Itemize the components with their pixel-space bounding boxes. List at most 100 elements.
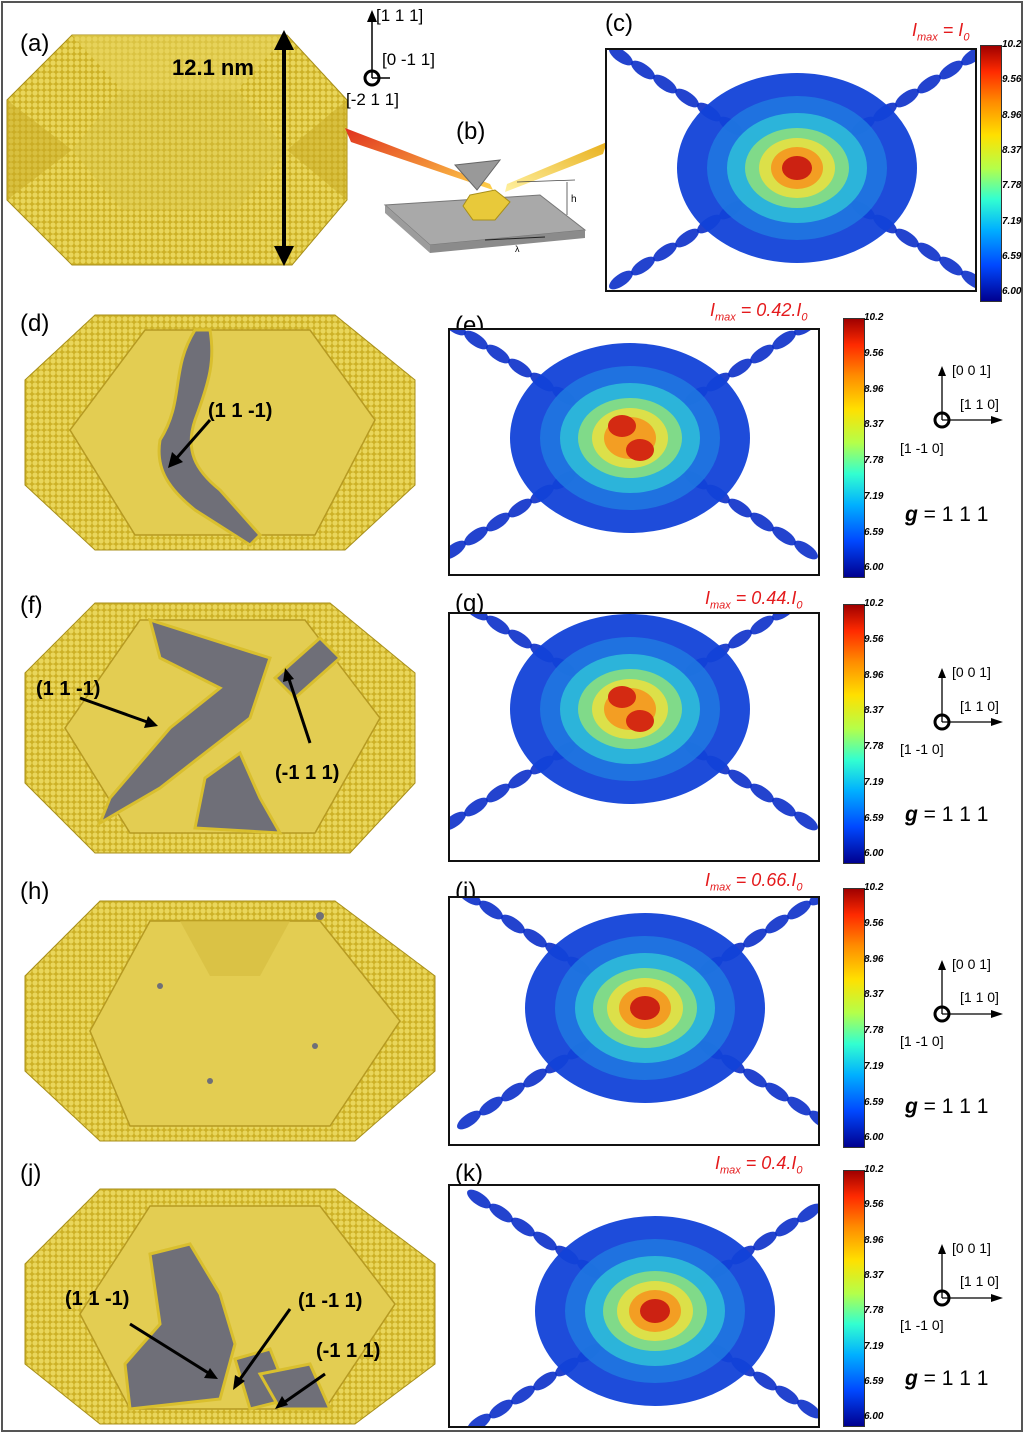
- axis-right-g: [1 1 0]: [960, 698, 999, 714]
- dimension-label: 12.1 nm: [172, 55, 254, 80]
- axis-out-g: [1 -1 0]: [900, 741, 944, 757]
- axis-out-e: [1 -1 0]: [900, 440, 944, 456]
- colorbar-tick: 6.59: [864, 812, 884, 824]
- colorbar-tick: 8.37: [864, 705, 884, 717]
- colorbar-tick: 7.19: [864, 776, 884, 788]
- side-axis-triad-k: [933, 1244, 1003, 1307]
- imax-i: Imax = 0.66.I0: [705, 870, 803, 894]
- intensity-map-g: [448, 612, 820, 862]
- colorbar-i: [843, 888, 865, 1148]
- annotation-d-1: (1 1 -1): [208, 400, 273, 422]
- colorbar-tick: 7.78: [864, 455, 884, 466]
- imax-e: Imax = 0.42.I0: [710, 300, 808, 324]
- axis-up-e: [0 0 1]: [952, 362, 991, 378]
- annotation-j-1: (1 1 -1): [65, 1288, 130, 1310]
- axis-up-i: [0 0 1]: [952, 956, 991, 972]
- colorbar-c: [980, 45, 1002, 302]
- colorbar-tick: 10.2: [864, 882, 884, 893]
- colorbar-tick: 7.78: [864, 741, 884, 752]
- colorbar-tick: 10.2: [864, 1164, 884, 1175]
- panel-label-f: (f): [20, 592, 43, 619]
- colorbar-tick: 6.59: [864, 1376, 884, 1387]
- side-axis-triad-g: [933, 668, 1003, 731]
- axis-label-right: [0 -1 1]: [382, 50, 435, 69]
- annotation-j-2: (1 -1 1): [298, 1290, 363, 1312]
- axis-up-k: [0 0 1]: [952, 1240, 991, 1256]
- colorbar-tick: 6.59: [864, 1096, 884, 1108]
- lambda-label: λ: [515, 244, 520, 254]
- side-axis-triad-e: [933, 366, 1003, 429]
- colorbar-tick: 7.19: [864, 1060, 884, 1072]
- colorbar-tick: 10.2: [864, 312, 884, 323]
- axis-out-k: [1 -1 0]: [900, 1317, 944, 1333]
- axis-right-i: [1 1 0]: [960, 989, 999, 1005]
- colorbar-tick: 10.2: [864, 598, 884, 609]
- colorbar-tick: 9.56: [864, 347, 884, 359]
- g-vector-i: g = 1 1 1: [905, 1095, 989, 1118]
- annotation-f-2: (-1 1 1): [275, 762, 340, 784]
- g-vector-k: g = 1 1 1: [905, 1367, 989, 1390]
- colorbar-tick: 7.19: [864, 1340, 884, 1352]
- colorbar-tick: 9.56: [1002, 74, 1022, 86]
- colorbar-tick: 9.56: [864, 633, 884, 645]
- axis-label-out: [-2 1 1]: [346, 90, 399, 109]
- panel-label-c: (c): [605, 10, 633, 37]
- colorbar-tick: 6.00: [864, 562, 884, 574]
- imax-k: Imax = 0.4.I0: [715, 1153, 803, 1177]
- colorbar-tick: 6.59: [864, 526, 884, 538]
- colorbar-tick: 7.78: [1002, 180, 1022, 192]
- intensity-map-i: [448, 896, 820, 1146]
- axis-up-g: [0 0 1]: [952, 664, 991, 680]
- imax-g: Imax = 0.44.I0: [705, 588, 803, 612]
- crystal-h: [24, 900, 436, 1142]
- axis-right-e: [1 1 0]: [960, 396, 999, 412]
- colorbar-tick: 8.37: [1002, 145, 1022, 156]
- height-label: h: [571, 194, 577, 205]
- colorbar-tick: 7.78: [864, 1305, 884, 1317]
- intensity-map-c: [605, 48, 977, 292]
- colorbar-tick: 8.37: [864, 989, 884, 1001]
- g-vector-g: g = 1 1 1: [905, 803, 989, 826]
- colorbar-tick: 6.00: [864, 848, 884, 860]
- panel-label-h: (h): [20, 878, 50, 905]
- colorbar-e: [843, 318, 865, 578]
- panel-label-k: (k): [455, 1160, 483, 1187]
- intensity-map-k: [448, 1184, 820, 1428]
- colorbar-tick: 8.96: [864, 669, 884, 681]
- crystal-j: [24, 1188, 436, 1425]
- crystal-f: [24, 602, 416, 854]
- crystal-a: [6, 30, 348, 266]
- colorbar-tick: 8.96: [864, 953, 884, 965]
- colorbar-tick: 8.96: [1002, 109, 1022, 121]
- colorbar-tick: 8.37: [864, 1270, 884, 1281]
- panel-label-d: (d): [20, 310, 50, 337]
- axis-right-k: [1 1 0]: [960, 1273, 999, 1289]
- annotation-j-3: (-1 1 1): [316, 1340, 381, 1362]
- top-axis-triad: [363, 10, 390, 87]
- axis-out-i: [1 -1 0]: [900, 1033, 944, 1049]
- colorbar-tick: 8.96: [864, 383, 884, 395]
- colorbar-tick: 9.56: [864, 1199, 884, 1211]
- panel-label-j: (j): [20, 1160, 42, 1187]
- colorbar-tick: 10.2: [1002, 39, 1022, 50]
- colorbar-tick: 7.78: [864, 1025, 884, 1036]
- colorbar-tick: 7.19: [864, 490, 884, 502]
- annotation-f-1: (1 1 -1): [36, 678, 101, 700]
- g-vector-e: g = 1 1 1: [905, 503, 989, 526]
- colorbar-tick: 6.00: [864, 1411, 884, 1423]
- colorbar-tick: 7.19: [1002, 215, 1022, 227]
- panel-label-a: (a): [20, 30, 50, 57]
- intensity-map-e: [448, 328, 820, 576]
- colorbar-tick: 8.96: [864, 1234, 884, 1246]
- axis-label-up: [1 1 1]: [376, 6, 424, 25]
- colorbar-tick: 9.56: [864, 917, 884, 929]
- colorbar-tick: 6.59: [1002, 251, 1022, 262]
- crystal-d: [24, 314, 416, 551]
- imax-c: Imax = I0: [912, 20, 970, 44]
- colorbar-g: [843, 604, 865, 864]
- panel-label-b: (b): [456, 118, 486, 145]
- colorbar-tick: 6.00: [1002, 286, 1022, 298]
- colorbar-k: [843, 1170, 865, 1427]
- colorbar-tick: 8.37: [864, 419, 884, 431]
